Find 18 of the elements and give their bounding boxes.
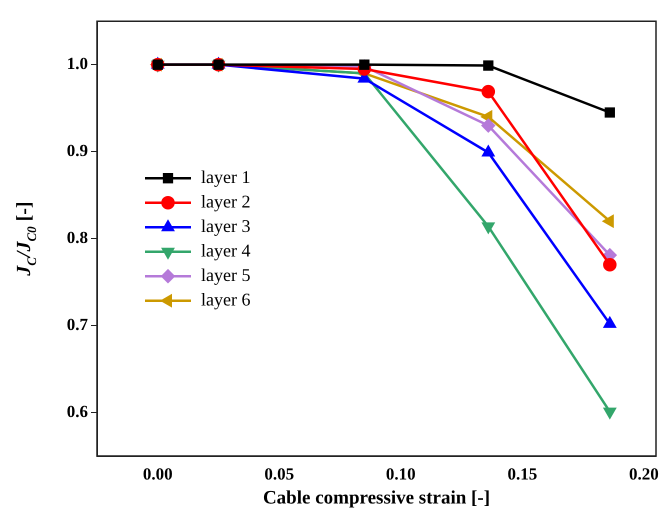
legend-label: layer 4 [201, 240, 250, 260]
y-tick-label: 0.9 [66, 141, 88, 160]
y-axis-title: JC/JC0 [-] [13, 201, 39, 277]
legend-label: layer 3 [201, 216, 250, 236]
x-tick-label: 0.00 [142, 464, 173, 484]
x-tick-label: 0.20 [628, 464, 659, 484]
y-tick-label: 0.8 [66, 228, 88, 247]
y-tick-label: 0.6 [66, 402, 88, 421]
y-tick-label: 0.7 [66, 314, 88, 334]
y-tick-label: 1.0 [66, 54, 88, 74]
x-tick-label: 0.05 [264, 464, 294, 484]
x-tick-label: 0.15 [507, 464, 538, 484]
legend-label: layer 6 [201, 289, 250, 310]
legend-label: layer 2 [201, 191, 250, 212]
legend-label: layer 1 [201, 166, 250, 187]
x-tick-label: 0.10 [386, 464, 416, 484]
x-axis-title: Cable compressive strain [-] [262, 488, 490, 509]
legend-label: layer 5 [201, 264, 250, 285]
